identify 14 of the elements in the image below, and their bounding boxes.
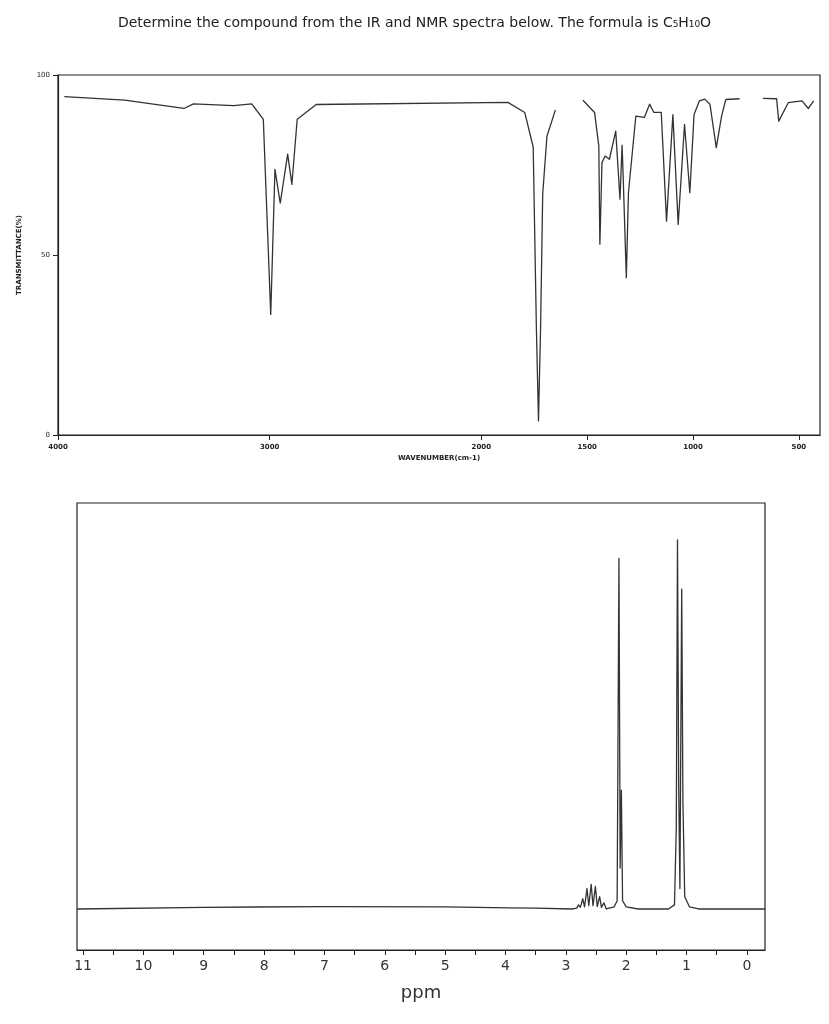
- x-tick-label: 10: [134, 957, 153, 973]
- x-axis-title: ppm: [400, 980, 442, 1002]
- x-tick-label: 2: [621, 957, 631, 973]
- x-tick-label: 4: [501, 957, 511, 973]
- chart-title: Determine the compound from the IR and NMR spectra below. The formula is C₅H₁₀O: [117, 14, 712, 30]
- x-tick-label: 11: [74, 957, 92, 973]
- x-tick-label: 7: [319, 957, 329, 973]
- x-tick-label: 8: [259, 957, 269, 973]
- x-tick-label: 6: [380, 957, 390, 973]
- x-tick-label: 5: [440, 957, 450, 973]
- x-tick-label: 9: [199, 957, 209, 973]
- x-tick-label: 0: [742, 957, 752, 973]
- x-tick-label: 1: [682, 957, 691, 973]
- x-tick-label: 3: [561, 957, 571, 973]
